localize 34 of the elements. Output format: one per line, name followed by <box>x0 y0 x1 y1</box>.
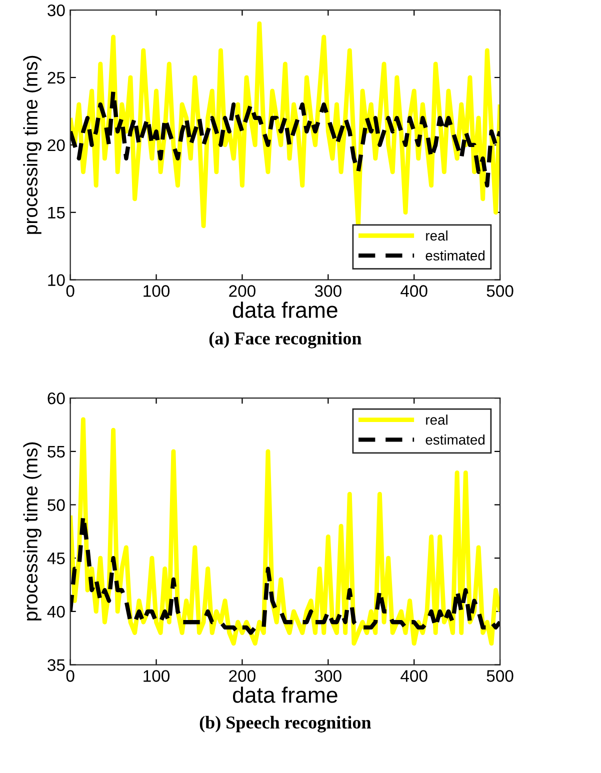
x-tick-label: 100 <box>144 670 170 682</box>
y-tick-label: 55 <box>48 446 65 458</box>
y-tick-label: 25 <box>48 72 65 84</box>
y-axis-title: processing time (ms) <box>23 56 42 234</box>
x-tick-label: 400 <box>400 285 428 297</box>
legend-label: real <box>426 414 448 425</box>
y-tick-label: 35 <box>48 659 65 671</box>
x-tick-label: 400 <box>400 670 428 682</box>
y-tick-label: 10 <box>48 274 65 286</box>
y-tick-label: 30 <box>48 4 65 16</box>
y-tick-label: 60 <box>48 392 65 404</box>
y-tick-label: 15 <box>48 206 65 219</box>
text: (a) Face recognition <box>209 332 362 348</box>
legend-label: real <box>426 230 448 241</box>
x-tick-label: 500 <box>486 285 514 297</box>
y-axis-title: processing time (ms) <box>23 442 42 620</box>
x-tick-label: 0 <box>66 285 74 297</box>
x-tick-label: 500 <box>486 670 514 682</box>
y-tick-label: 50 <box>48 499 65 511</box>
legend-label: estimated <box>426 434 484 445</box>
x-tick-label: 0 <box>66 670 74 682</box>
x-axis-title: data frame <box>233 686 338 703</box>
x-tick-label: 200 <box>229 670 256 682</box>
line-series <box>70 88 500 188</box>
x-tick-label: 300 <box>314 670 342 682</box>
y-tick-label: 40 <box>47 606 65 618</box>
text: (b) Speech recognition <box>200 716 372 732</box>
x-tick-label: 200 <box>229 285 256 297</box>
y-tick-label: 45 <box>47 552 65 564</box>
x-tick-label: 300 <box>314 285 342 297</box>
x-tick-label: 100 <box>144 285 170 297</box>
y-tick-label: 20 <box>48 139 65 152</box>
legend-label: estimated <box>426 250 484 261</box>
x-axis-title: data frame <box>233 302 338 318</box>
